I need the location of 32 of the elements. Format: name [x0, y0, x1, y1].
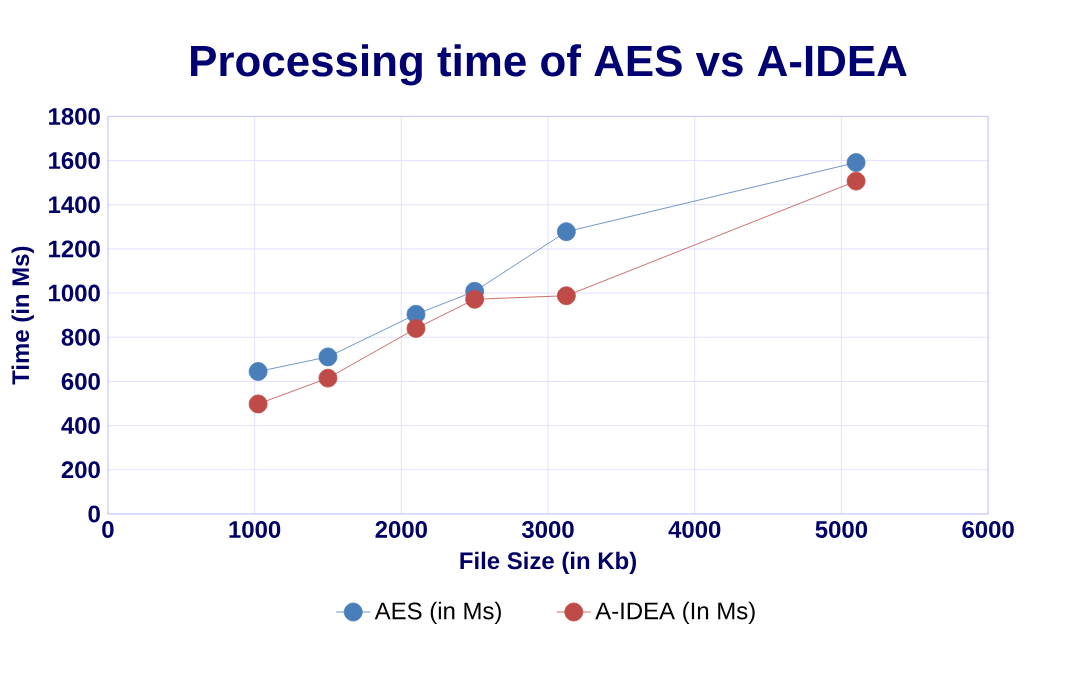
x-tick-label: 0 — [102, 520, 114, 538]
point — [556, 286, 576, 305]
x-tick-label: 5000 — [815, 520, 868, 538]
point — [318, 368, 338, 388]
x-axis-title: File Size (in Kb) — [460, 551, 636, 574]
y-tick-label: 0 — [88, 505, 100, 523]
point — [318, 347, 338, 367]
x-tick-label: 4000 — [668, 520, 721, 538]
point — [248, 394, 268, 414]
legend-label: AES (in Ms) — [374, 601, 501, 624]
y-tick-label: 1400 — [49, 196, 100, 214]
point — [846, 171, 866, 191]
y-tick-label: 200 — [61, 461, 100, 479]
y-tick-label: 600 — [61, 372, 100, 390]
point — [465, 289, 485, 309]
point — [248, 361, 268, 381]
x-tick-label: 3000 — [521, 520, 574, 538]
point — [406, 318, 426, 338]
y-tick-label: 1200 — [49, 240, 100, 258]
x-tick-label: 6000 — [962, 520, 1014, 538]
y-tick-label: 1000 — [49, 284, 100, 302]
point — [556, 222, 576, 241]
legend-label: A-IDEA (In Ms) — [595, 601, 755, 624]
chart-title: Processing time of AES vs A-IDEA — [191, 44, 907, 86]
y-tick-label: 1800 — [49, 107, 100, 125]
y-tick-label: 800 — [61, 328, 100, 346]
x-tick-label: 1000 — [229, 520, 281, 538]
y-axis-title: Time (in Ms) — [11, 246, 34, 385]
x-tick-label: 2000 — [375, 520, 427, 538]
y-tick-label: 1600 — [49, 151, 100, 169]
y-tick-label: 400 — [61, 416, 100, 434]
point — [846, 153, 866, 172]
